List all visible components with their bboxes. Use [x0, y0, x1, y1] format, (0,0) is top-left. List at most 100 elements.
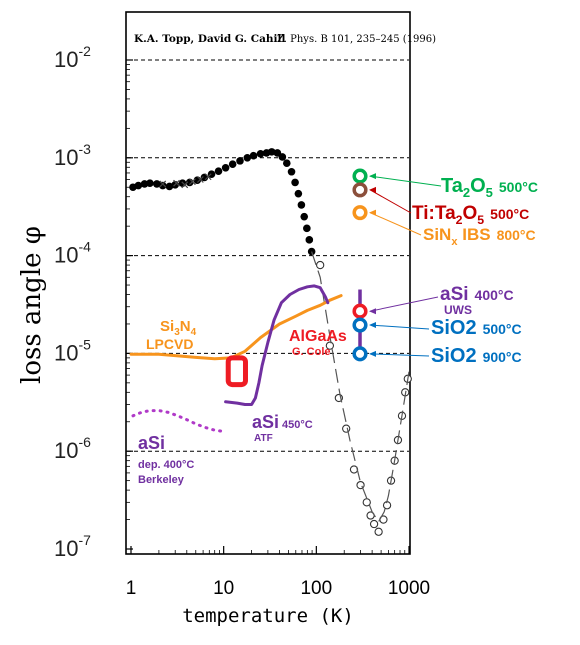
data-point-open [342, 424, 351, 433]
data-point-cross [159, 180, 167, 188]
label-temp: 500°C [490, 206, 529, 222]
marker-label-ta2o5: Ta2O5 500°C [441, 175, 538, 200]
asi-atf-line2: ATF [254, 433, 273, 444]
asi-atf-main: aSi [252, 412, 279, 432]
marker-sio2_500 [352, 317, 368, 333]
svg-text:Si3N4: Si3N4 [160, 318, 197, 338]
series [129, 148, 412, 536]
label-sub: 2 [456, 213, 463, 227]
marker-label-sio2_900: SiO2 900°C [431, 345, 522, 367]
pointer-arrow [369, 324, 430, 330]
label-main: SiO2 [431, 317, 477, 339]
data-point [256, 149, 265, 158]
pointer-arrow [369, 353, 430, 357]
y-tick-label: 10-3 [54, 141, 91, 170]
label-main: Ta [441, 175, 464, 197]
data-point [303, 224, 311, 233]
pointer-arrow [369, 212, 422, 236]
algaas-box [225, 355, 248, 388]
y-ticks: 10-7 10-6 10-5 10-4 10-3 10-2 [54, 43, 133, 561]
label-temp: 400°C [475, 287, 514, 303]
data-point [134, 181, 143, 190]
y-tick-label: 10-5 [54, 336, 91, 365]
data-point [291, 178, 299, 187]
si3n4-line2: LPCVD [146, 336, 193, 352]
label-main: Ti:Ta [412, 203, 456, 224]
marker-label-extra: UWS [444, 303, 472, 317]
data-point [153, 180, 161, 188]
data-point [221, 164, 230, 172]
marker-label-titao: Ti:Ta2O5 500°C [412, 203, 529, 227]
marker-titao [352, 182, 368, 198]
y-axis-label: loss angle φ [17, 226, 47, 384]
label-main: SiN [423, 225, 451, 244]
marker-label-sio2_500: SiO2 500°C [431, 317, 522, 339]
series-trend-3 [311, 251, 410, 523]
annotation-algaas: AlGaAs G. Cole [289, 328, 347, 358]
data-point [282, 159, 291, 168]
data-point [214, 167, 223, 175]
pointer-arrowhead [369, 350, 377, 357]
pointer-arrowhead [369, 308, 377, 315]
data-point [278, 153, 287, 161]
x-ticks: 1 10 100 1000 [126, 546, 430, 599]
label-sub2: 5 [477, 213, 484, 227]
asi-berk-line2: dep. 400°C [138, 459, 194, 471]
header-authors: K.A. Topp, David G. Cahill [134, 33, 286, 45]
si3n4-sub2: 4 [191, 327, 197, 338]
pointer-arrowhead [369, 186, 377, 193]
asi-atf-temp: 450°C [282, 419, 313, 431]
series-dotted-6 [131, 409, 224, 433]
asi-berk-main: aSi [138, 433, 165, 453]
data-point [228, 160, 237, 169]
label-main: SiO2 [431, 345, 477, 367]
y-tick-label: 10-7 [54, 532, 91, 561]
data-point [287, 167, 296, 176]
annotation-si3n4: Si3N4 LPCVD [146, 318, 197, 352]
y-tick-label: 10-2 [54, 43, 91, 72]
data-point-cross [173, 179, 180, 187]
data-point [236, 157, 244, 165]
x-axis-label: temperature (K) [182, 605, 354, 627]
data-point-cross [188, 178, 196, 186]
data-point [267, 148, 276, 156]
x-tick-label: 1 [126, 578, 137, 599]
data-point-open [374, 527, 383, 536]
label-main: aSi [440, 284, 469, 305]
data-point-open [325, 341, 335, 350]
si3n4-mid: N [180, 318, 191, 335]
label-temp: 900°C [483, 349, 522, 365]
plot-frame [125, 11, 411, 555]
marker-sinx [352, 205, 368, 221]
pointer-arrowhead [369, 322, 377, 329]
data-point [307, 247, 316, 256]
asi-berk-line3: Berkeley [138, 474, 185, 486]
data-point [249, 151, 258, 160]
algaas-line2: G. Cole [292, 346, 331, 358]
label-temp: 800°C [497, 227, 536, 243]
data-point [158, 181, 167, 190]
x-tick-label: 10 [213, 578, 234, 599]
series-line-4 [129, 294, 343, 361]
marker-label-asi_uws: aSi 400°C [440, 284, 514, 305]
label-temp: 500°C [499, 179, 538, 195]
si3n4-sub1: 3 [174, 327, 180, 338]
y-tick-label: 10-6 [54, 434, 91, 463]
data-point [297, 201, 306, 209]
data-point [305, 236, 314, 244]
marker-asi_uws [352, 303, 368, 319]
header-reference: Z. Phys. B 101, 235–245 (1996) [277, 34, 436, 45]
data-point-open [316, 260, 325, 270]
algaas-box-group [225, 355, 248, 388]
data-point [165, 182, 174, 191]
series-line-5 [224, 284, 330, 406]
x-tick-label: 100 [300, 578, 332, 599]
markers [352, 168, 368, 362]
label-tail: O [470, 175, 486, 197]
data-point-cross [181, 181, 189, 189]
data-point-cross [204, 173, 212, 181]
label-sub2: 5 [486, 185, 493, 200]
